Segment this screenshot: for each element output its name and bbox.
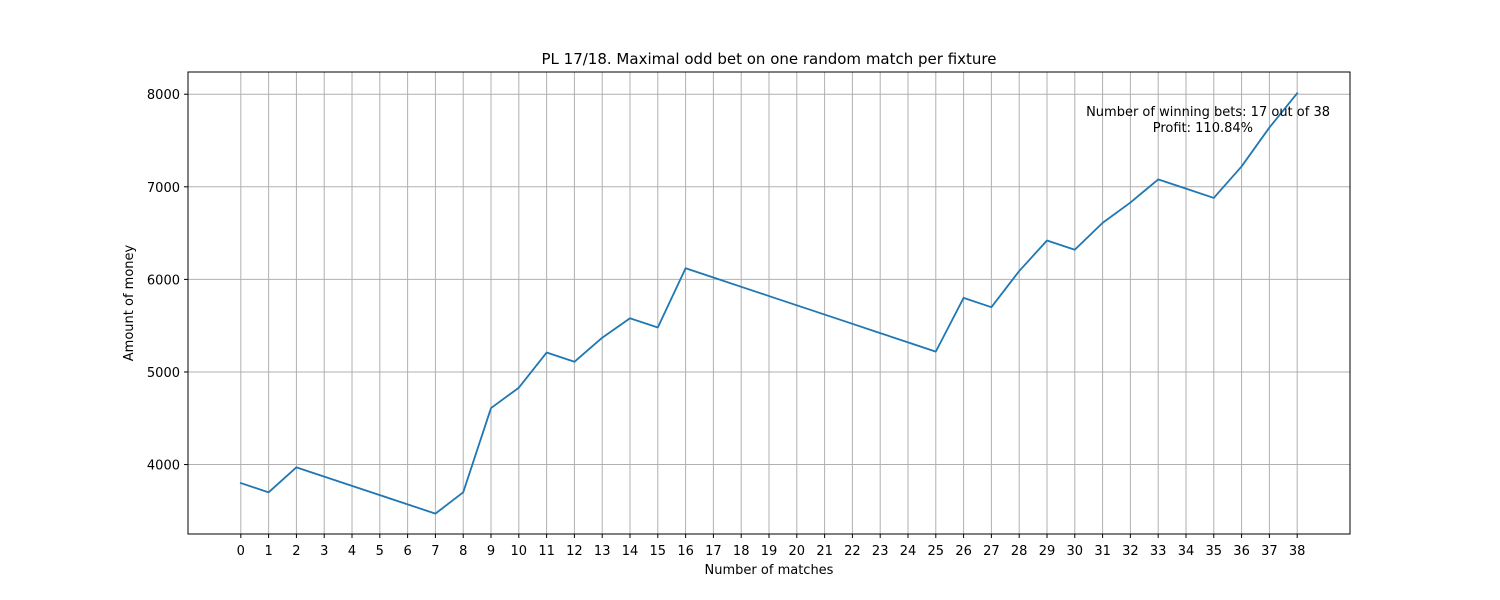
x-tick-label: 7: [431, 544, 439, 559]
data-point: [1074, 249, 1076, 251]
data-point: [240, 482, 242, 484]
data-point: [963, 297, 965, 299]
data-point: [518, 387, 520, 389]
x-tick-label: 35: [1206, 544, 1223, 559]
data-point: [1046, 240, 1048, 242]
x-tick-label: 34: [1178, 544, 1195, 559]
data-point: [1268, 127, 1270, 129]
x-tick-label: 32: [1122, 544, 1139, 559]
x-tick-label: 22: [844, 544, 861, 559]
x-tick-label: 2: [292, 544, 300, 559]
x-tick-label: 3: [320, 544, 328, 559]
data-point: [712, 277, 714, 279]
x-tick-label: 26: [955, 544, 972, 559]
data-point: [490, 407, 492, 409]
x-tick-label: 12: [566, 544, 583, 559]
x-tick-label: 17: [705, 544, 722, 559]
data-point: [1157, 178, 1159, 180]
data-point: [379, 494, 381, 496]
x-tick-label: 33: [1150, 544, 1167, 559]
data-point: [546, 352, 548, 354]
data-point: [768, 295, 770, 297]
data-point: [685, 267, 687, 269]
data-point: [1129, 202, 1131, 204]
data-point: [1296, 92, 1298, 94]
y-axis-label: Amount of money: [122, 244, 137, 361]
y-tick-label: 4000: [147, 459, 180, 474]
y-tick-label: 5000: [147, 366, 180, 381]
data-point: [629, 317, 631, 319]
x-tick-label: 14: [622, 544, 639, 559]
x-tick-label: 9: [487, 544, 495, 559]
x-tick-label: 11: [538, 544, 555, 559]
y-tick-label: 6000: [147, 273, 180, 288]
x-tick-label: 30: [1067, 544, 1084, 559]
x-tick-label: 23: [872, 544, 889, 559]
money-series-line: [239, 92, 1299, 515]
x-tick-label: 31: [1094, 544, 1111, 559]
data-point: [1018, 270, 1020, 272]
x-tick-label: 38: [1289, 544, 1306, 559]
data-point: [1185, 188, 1187, 190]
data-point: [935, 351, 937, 353]
x-tick-label: 16: [677, 544, 694, 559]
x-tick-label: 37: [1261, 544, 1278, 559]
data-point: [268, 491, 270, 493]
x-tick-label: 6: [403, 544, 411, 559]
y-tick-label: 7000: [147, 181, 180, 196]
chart-title: PL 17/18. Maximal odd bet on one random …: [542, 50, 997, 68]
data-point: [295, 466, 297, 468]
data-point: [796, 304, 798, 306]
x-tick-label: 28: [1011, 544, 1028, 559]
x-axis-label: Number of matches: [705, 563, 834, 578]
x-tick-label: 20: [789, 544, 806, 559]
data-point: [573, 361, 575, 363]
x-tick-label: 1: [264, 544, 272, 559]
x-tick-label: 29: [1039, 544, 1056, 559]
data-point: [990, 306, 992, 308]
data-point: [1213, 197, 1215, 199]
series-layer: [239, 92, 1299, 515]
x-tick-label: 21: [816, 544, 833, 559]
data-point: [462, 491, 464, 493]
y-tick-label: 8000: [147, 88, 180, 103]
winning-bets-annotation: Number of winning bets: 17 out of 38: [1086, 105, 1330, 120]
data-point: [407, 503, 409, 505]
data-point: [879, 332, 881, 334]
data-point: [851, 323, 853, 325]
x-tick-label: 24: [900, 544, 917, 559]
tick-layer: 0 1 2 3 4 5 6 7 8 9 10 11 12 13 14 15 16 17 18 19 20 21 22 23 24…: [147, 88, 1306, 559]
profit-annotation: Profit: 110.84%: [1153, 121, 1253, 136]
data-point: [657, 327, 659, 329]
data-point: [824, 314, 826, 316]
grid-layer: [188, 72, 1350, 534]
data-point: [1102, 222, 1104, 224]
data-point: [323, 476, 325, 478]
x-tick-label: 18: [733, 544, 750, 559]
x-tick-label: 4: [348, 544, 356, 559]
data-point: [434, 513, 436, 515]
x-tick-label: 0: [237, 544, 245, 559]
data-point: [740, 286, 742, 288]
x-tick-label: 8: [459, 544, 467, 559]
x-tick-label: 19: [761, 544, 778, 559]
data-point: [601, 337, 603, 339]
x-tick-label: 36: [1233, 544, 1250, 559]
x-tick-label: 5: [376, 544, 384, 559]
data-point: [907, 341, 909, 343]
x-tick-label: 10: [511, 544, 528, 559]
x-tick-label: 25: [928, 544, 945, 559]
x-tick-label: 27: [983, 544, 1000, 559]
data-point: [1241, 165, 1243, 167]
x-tick-label: 13: [594, 544, 611, 559]
data-point: [351, 485, 353, 487]
x-tick-label: 15: [650, 544, 667, 559]
